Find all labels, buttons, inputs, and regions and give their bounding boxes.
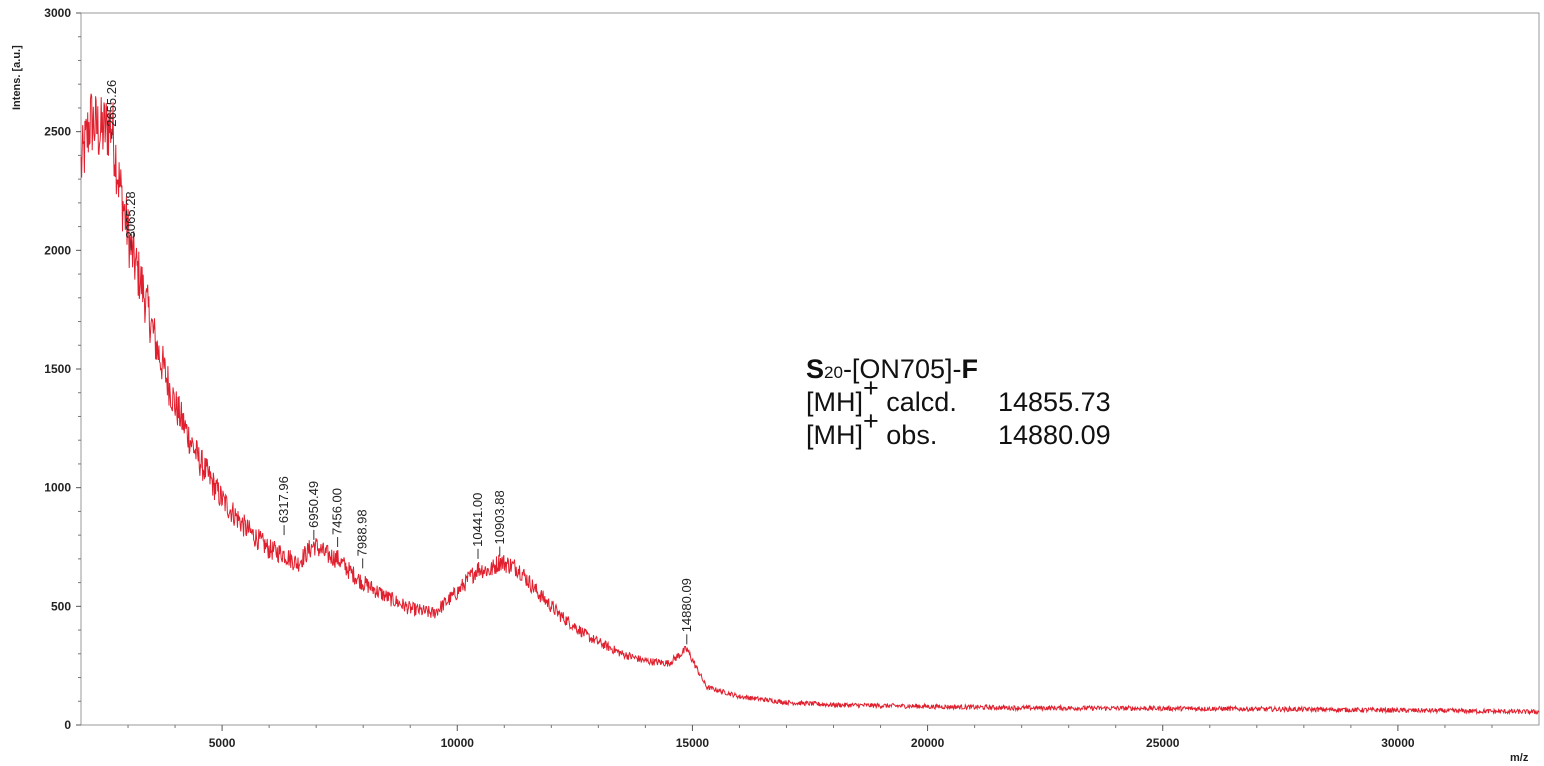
x-tick-label: 15000 [676,736,710,750]
annotation-obs-value: 14880.09 [998,420,1111,450]
peak-label: 6950.49 [306,481,321,528]
peak-label: 14880.09 [679,578,694,632]
y-tick-label: 1500 [44,362,71,376]
y-tick-label: 2000 [44,243,71,257]
annotation-calcd-value: 14855.73 [998,387,1111,417]
annotation-calcd-prefix: [MH] [806,387,863,417]
x-tick-label: 20000 [911,736,945,750]
peak-label: 3065.28 [123,191,138,238]
x-axis-title: m/z [1510,752,1529,764]
y-tick-label: 0 [64,718,71,732]
x-tick-label: 5000 [209,736,236,750]
annotation-compound-line: S20-[ON705]-F [806,353,978,386]
y-axis: 0 500 1000 1500 2000 2500 3000 [44,6,81,732]
x-axis: 5000 10000 15000 20000 25000 30000 [127,725,1493,750]
annotation-obs-sup: + [863,406,879,436]
annotation-bold-f: F [961,354,978,384]
annotation-calcd-line: [MH]+ calcd. 14855.73 [806,373,1111,419]
annotation-subscript: 20 [824,363,843,382]
y-tick-label: 1000 [44,481,71,495]
y-axis-title: Intens. [a.u.] [11,45,23,110]
y-tick-label: 3000 [44,6,71,20]
x-tick-label: 25000 [1146,736,1180,750]
peak-label: 10441.00 [470,493,485,547]
annotation-obs-line: [MH]+ obs. 14880.09 [806,406,1111,452]
annotation-calcd-label: calcd. [878,387,957,417]
peak-label: 6317.96 [276,476,291,523]
y-tick-label: 500 [51,599,71,613]
compound-annotation: S20-[ON705]-F [MH]+ calcd. 14855.73 [MH]… [806,353,1111,452]
x-tick-label: 30000 [1381,736,1415,750]
annotation-mid: -[ON705]- [842,354,962,384]
peak-label: 2655.26 [104,80,119,127]
peak-label: 7988.98 [355,509,370,556]
peak-label: 7456.00 [330,488,345,535]
annotation-bold-s: S [806,354,825,384]
y-tick-label: 2500 [44,125,71,139]
annotation-obs-label: obs. [878,420,938,450]
spectrum-line [80,93,1540,716]
annotation-obs-prefix: [MH] [806,420,863,450]
x-tick-label: 10000 [441,736,475,750]
peak-labels: 2655.26 3065.28 6317.96 6950.49 7456.00 7988.… [104,80,694,645]
peak-label: 10903.88 [492,490,507,544]
annotation-calcd-sup: + [863,373,879,403]
